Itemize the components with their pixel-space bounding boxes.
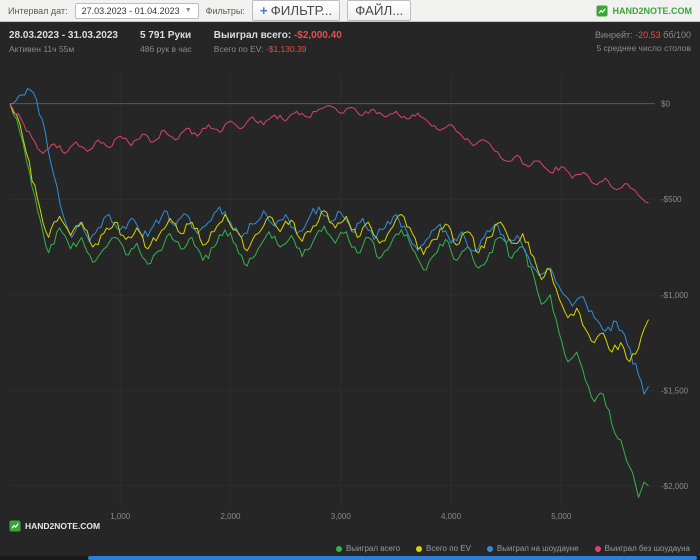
legend-label: Выиграл на шоудауне bbox=[496, 544, 579, 553]
date-range-value: 27.03.2023 - 01.04.2023 bbox=[81, 5, 180, 16]
legend-dot-icon bbox=[594, 545, 601, 552]
legend-label: Выиграл всего bbox=[345, 544, 401, 553]
file-button-label: ФАЙЛ... bbox=[355, 3, 404, 18]
add-filter-label: ФИЛЬТР... bbox=[270, 3, 333, 18]
x-tick-label: 3,000 bbox=[331, 512, 352, 521]
file-button[interactable]: ФАЙЛ... bbox=[347, 0, 412, 21]
hand2note-logo-icon bbox=[596, 5, 608, 16]
hand2note-footer-logo-icon bbox=[9, 520, 21, 532]
y-tick-label: -$1,000 bbox=[661, 291, 689, 300]
stat-hands-count: 5 791 Руки bbox=[139, 30, 192, 41]
horizontal-scrollbar-thumb[interactable] bbox=[88, 556, 697, 560]
legend-label: Всего по EV bbox=[426, 544, 471, 553]
stats-header: 28.03.2023 - 31.03.2023 Активен 11ч 55м … bbox=[9, 30, 691, 54]
winrate-value: -20.53 bbox=[635, 30, 661, 40]
stat-winrate-block: Винрейт: -20.53 бб/100 5 среднее число с… bbox=[595, 30, 691, 53]
won-total-label: Выиграл всего: bbox=[213, 30, 292, 41]
legend-label: Выиграл без шоудауна bbox=[604, 544, 690, 553]
y-tick-label: -$500 bbox=[661, 195, 682, 204]
series-line-3 bbox=[9, 87, 649, 395]
brand-text: HAND2NOTE.COM bbox=[612, 5, 692, 16]
stat-date-block: 28.03.2023 - 31.03.2023 Активен 11ч 55м bbox=[9, 30, 118, 54]
footer-brand: HAND2NOTE.COM bbox=[9, 520, 100, 532]
date-range-dropdown[interactable]: 27.03.2023 - 01.04.2023 ▼ bbox=[74, 2, 199, 19]
stat-hands-per-hour: 486 рук в час bbox=[139, 44, 192, 54]
winrate-label: Винрейт: bbox=[594, 30, 633, 40]
filters-label: Фильтры: bbox=[205, 5, 245, 16]
stat-won-total: Выиграл всего: -$2,000.40 bbox=[214, 30, 342, 41]
winnings-graph[interactable]: 1,000 2,000 3,000 4,000 5,000 $0 -$500 -$1,000 -… bbox=[0, 22, 700, 560]
stat-winrate: Винрейт: -20.53 бб/100 bbox=[595, 30, 691, 40]
legend-item[interactable]: Выиграл на шоудауне bbox=[486, 544, 579, 553]
stat-date-range: 28.03.2023 - 31.03.2023 bbox=[9, 30, 118, 41]
ev-total-label: Всего по EV: bbox=[213, 44, 264, 54]
stat-winnings-block: Выиграл всего: -$2,000.40 Всего по EV: -… bbox=[214, 30, 342, 54]
x-tick-label: 1,000 bbox=[110, 512, 131, 521]
chart-legend: Выиграл всего Всего по EV Выиграл на шоуда… bbox=[335, 544, 690, 553]
stat-active-time: Активен 11ч 55м bbox=[9, 44, 75, 54]
stat-avg-tables: 5 среднее число столов bbox=[596, 43, 691, 53]
series-line-1 bbox=[9, 103, 649, 498]
won-total-value: -$2,000.40 bbox=[293, 30, 342, 41]
x-tick-label: 5,000 bbox=[551, 512, 572, 521]
x-tick-label: 2,000 bbox=[220, 512, 241, 521]
winrate-units: бб/100 bbox=[663, 30, 691, 40]
legend-dot-icon bbox=[416, 545, 423, 552]
series-line-4 bbox=[9, 103, 649, 204]
x-tick-label: 4,000 bbox=[441, 512, 462, 521]
legend-item[interactable]: Выиграл всего bbox=[335, 544, 401, 553]
legend-item[interactable]: Выиграл без шоудауна bbox=[594, 544, 690, 553]
footer-brand-text: HAND2NOTE.COM bbox=[25, 521, 101, 531]
chevron-down-icon: ▼ bbox=[184, 7, 192, 14]
date-interval-label: Интервал дат: bbox=[8, 5, 68, 16]
y-tick-label: -$1,500 bbox=[661, 386, 689, 395]
legend-dot-icon bbox=[486, 545, 493, 552]
y-tick-label: -$2,000 bbox=[661, 482, 689, 491]
plus-icon: + bbox=[259, 3, 268, 18]
y-tick-label: $0 bbox=[661, 100, 670, 109]
series-line-2 bbox=[9, 103, 649, 363]
hand2note-brand-link[interactable]: HAND2NOTE.COM bbox=[596, 5, 692, 17]
horizontal-scrollbar-track[interactable] bbox=[0, 556, 700, 560]
ev-total-value: -$1,130.39 bbox=[265, 44, 307, 54]
graph-panel: 1,000 2,000 3,000 4,000 5,000 $0 -$500 -$1,000 -… bbox=[0, 22, 700, 560]
stat-hands-block: 5 791 Руки 486 рук в час bbox=[140, 30, 192, 54]
legend-dot-icon bbox=[335, 545, 342, 552]
legend-item[interactable]: Всего по EV bbox=[416, 544, 471, 553]
add-filter-button[interactable]: + ФИЛЬТР... bbox=[251, 0, 341, 21]
stat-ev-total: Всего по EV: -$1,130.39 bbox=[214, 44, 342, 54]
top-toolbar: Интервал дат: 27.03.2023 - 01.04.2023 ▼ … bbox=[0, 0, 700, 22]
